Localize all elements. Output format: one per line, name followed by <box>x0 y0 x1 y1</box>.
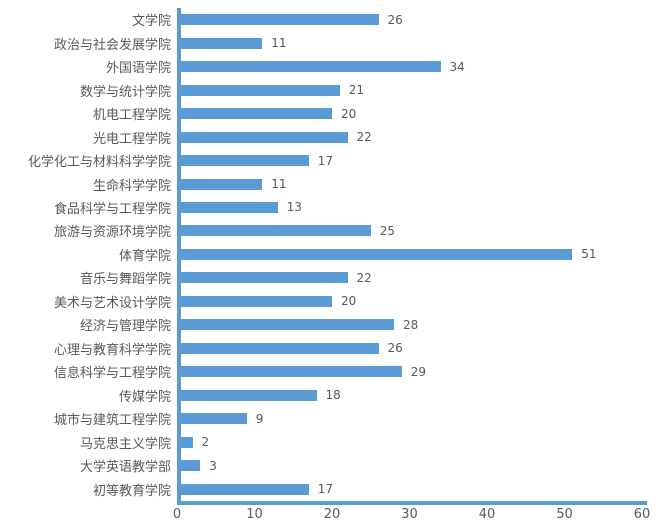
category-label: 经济与管理学院 <box>79 319 171 335</box>
bar <box>177 389 317 401</box>
bar <box>177 201 278 213</box>
category-label: 政治与社会发展学院 <box>53 37 171 53</box>
bar <box>177 61 441 73</box>
category-label: 食品科学与工程学院 <box>53 201 171 217</box>
bar-row: 3 <box>177 454 647 477</box>
category-label: 文学院 <box>131 14 171 30</box>
category-label: 传媒学院 <box>118 389 171 405</box>
bar-value-label: 51 <box>581 247 597 262</box>
x-tick-label: 10 <box>246 507 263 522</box>
x-tick-label: 40 <box>478 507 496 522</box>
bar <box>177 14 379 26</box>
category-label: 光电工程学院 <box>92 131 171 147</box>
bar-row: 17 <box>177 477 647 500</box>
x-axis-line <box>177 501 647 505</box>
x-tick-label: 50 <box>556 507 573 522</box>
category-label: 机电工程学院 <box>92 108 171 124</box>
bar-value-label: 25 <box>379 223 396 238</box>
category-labels: 文学院政治与社会发展学院外国语学院数学与统计学院机电工程学院 光电工程学院化学化工… <box>0 8 177 501</box>
x-tick-label: 0 <box>172 507 182 522</box>
bar-row: 22 <box>177 266 647 289</box>
bar <box>177 155 309 167</box>
category-label: 马克思主义学院 <box>79 436 171 452</box>
bar-value-label: 26 <box>387 12 403 27</box>
category-label: 化学化工与材料科学学院 <box>27 155 171 171</box>
category-label: 体育学院 <box>118 248 171 264</box>
category-label: 生命科学学院 <box>92 178 171 194</box>
bar-row: 13 <box>177 196 647 219</box>
bar-value-label: 26 <box>387 341 403 356</box>
bar-row: 2 <box>177 430 647 453</box>
bar-row: 9 <box>177 407 647 430</box>
bar <box>177 178 263 190</box>
bar-row: 21 <box>177 78 647 101</box>
bar-row: 11 <box>177 31 647 54</box>
bar-row: 34 <box>177 55 647 78</box>
x-tick-label: 60 <box>633 507 651 522</box>
bar <box>177 131 348 143</box>
category-label: 心理与教育科学学院 <box>53 342 171 358</box>
bar <box>177 295 332 307</box>
category-label: 城市与建筑工程学院 <box>53 413 171 429</box>
category-label: 大学英语教学部 <box>79 460 171 476</box>
bar-value-label: 9 <box>255 411 264 426</box>
bar <box>177 436 193 448</box>
bar-row: 18 <box>177 384 647 407</box>
bar <box>177 225 371 237</box>
bar-value-label: 11 <box>271 36 287 51</box>
bar <box>177 460 201 472</box>
category-label: 音乐与舞蹈学院 <box>79 272 171 288</box>
bar-row: 25 <box>177 219 647 242</box>
bar-value-label: 28 <box>403 317 419 332</box>
bar-value-label: 11 <box>271 177 287 192</box>
category-label: 旅游与资源环境学院 <box>53 225 171 241</box>
bar-value-label: 22 <box>356 130 372 145</box>
bar <box>177 483 309 495</box>
bar-row: 22 <box>177 125 647 148</box>
category-label: 外国语学院 <box>105 61 171 77</box>
bar-row: 29 <box>177 360 647 383</box>
category-label: 数学与统计学院 <box>79 84 171 100</box>
bar <box>177 413 247 425</box>
bar-value-label: 22 <box>356 270 372 285</box>
bar-value-label: 34 <box>449 59 465 74</box>
bar-row: 20 <box>177 102 647 125</box>
x-tick-label: 30 <box>401 507 418 522</box>
bar <box>177 319 394 331</box>
bar-value-label: 13 <box>286 200 303 215</box>
bar <box>177 84 340 96</box>
bar-row: 17 <box>177 149 647 172</box>
bar-row: 11 <box>177 172 647 195</box>
bar <box>177 342 379 354</box>
bar-row: 20 <box>177 290 647 313</box>
bar <box>177 272 348 284</box>
bar-row: 28 <box>177 313 647 336</box>
x-axis-ticks: 0 10 20 30 40 50 60 <box>173 507 650 527</box>
bar-value-label: 20 <box>341 294 357 309</box>
category-label: 初等教育学院 <box>92 483 171 499</box>
chart-area: 文学院政治与社会发展学院外国语学院数学与统计学院机电工程学院 光电工程学院化学化工… <box>0 8 656 505</box>
bar-value-label: 21 <box>348 83 365 98</box>
category-label: 信息科学与工程学院 <box>53 366 171 382</box>
bar-value-label: 3 <box>209 458 217 473</box>
plot-area: 26 11 34 21 20 22 17 11 13 25 51 22 20 28 26 29 18 9 2 3 17 <box>177 8 647 505</box>
category-label: 美术与艺术设计学院 <box>53 295 171 311</box>
bar-value-label: 29 <box>410 364 427 379</box>
bar <box>177 248 573 260</box>
bar-row: 51 <box>177 243 647 266</box>
bar <box>177 37 263 49</box>
bar-value-label: 2 <box>201 435 210 450</box>
x-tick-label: 20 <box>323 507 341 522</box>
bar-value-label: 18 <box>325 388 341 403</box>
bar-row: 26 <box>177 337 647 360</box>
bar-value-label: 17 <box>317 153 334 168</box>
bar-value-label: 20 <box>341 106 357 121</box>
bar <box>177 366 402 378</box>
bar-value-label: 17 <box>317 482 334 497</box>
bar-row: 26 <box>177 8 647 31</box>
plot-rows: 26 11 34 21 20 22 17 11 13 25 51 22 20 28 26 29 18 9 2 3 17 <box>177 8 647 501</box>
bar <box>177 108 332 120</box>
